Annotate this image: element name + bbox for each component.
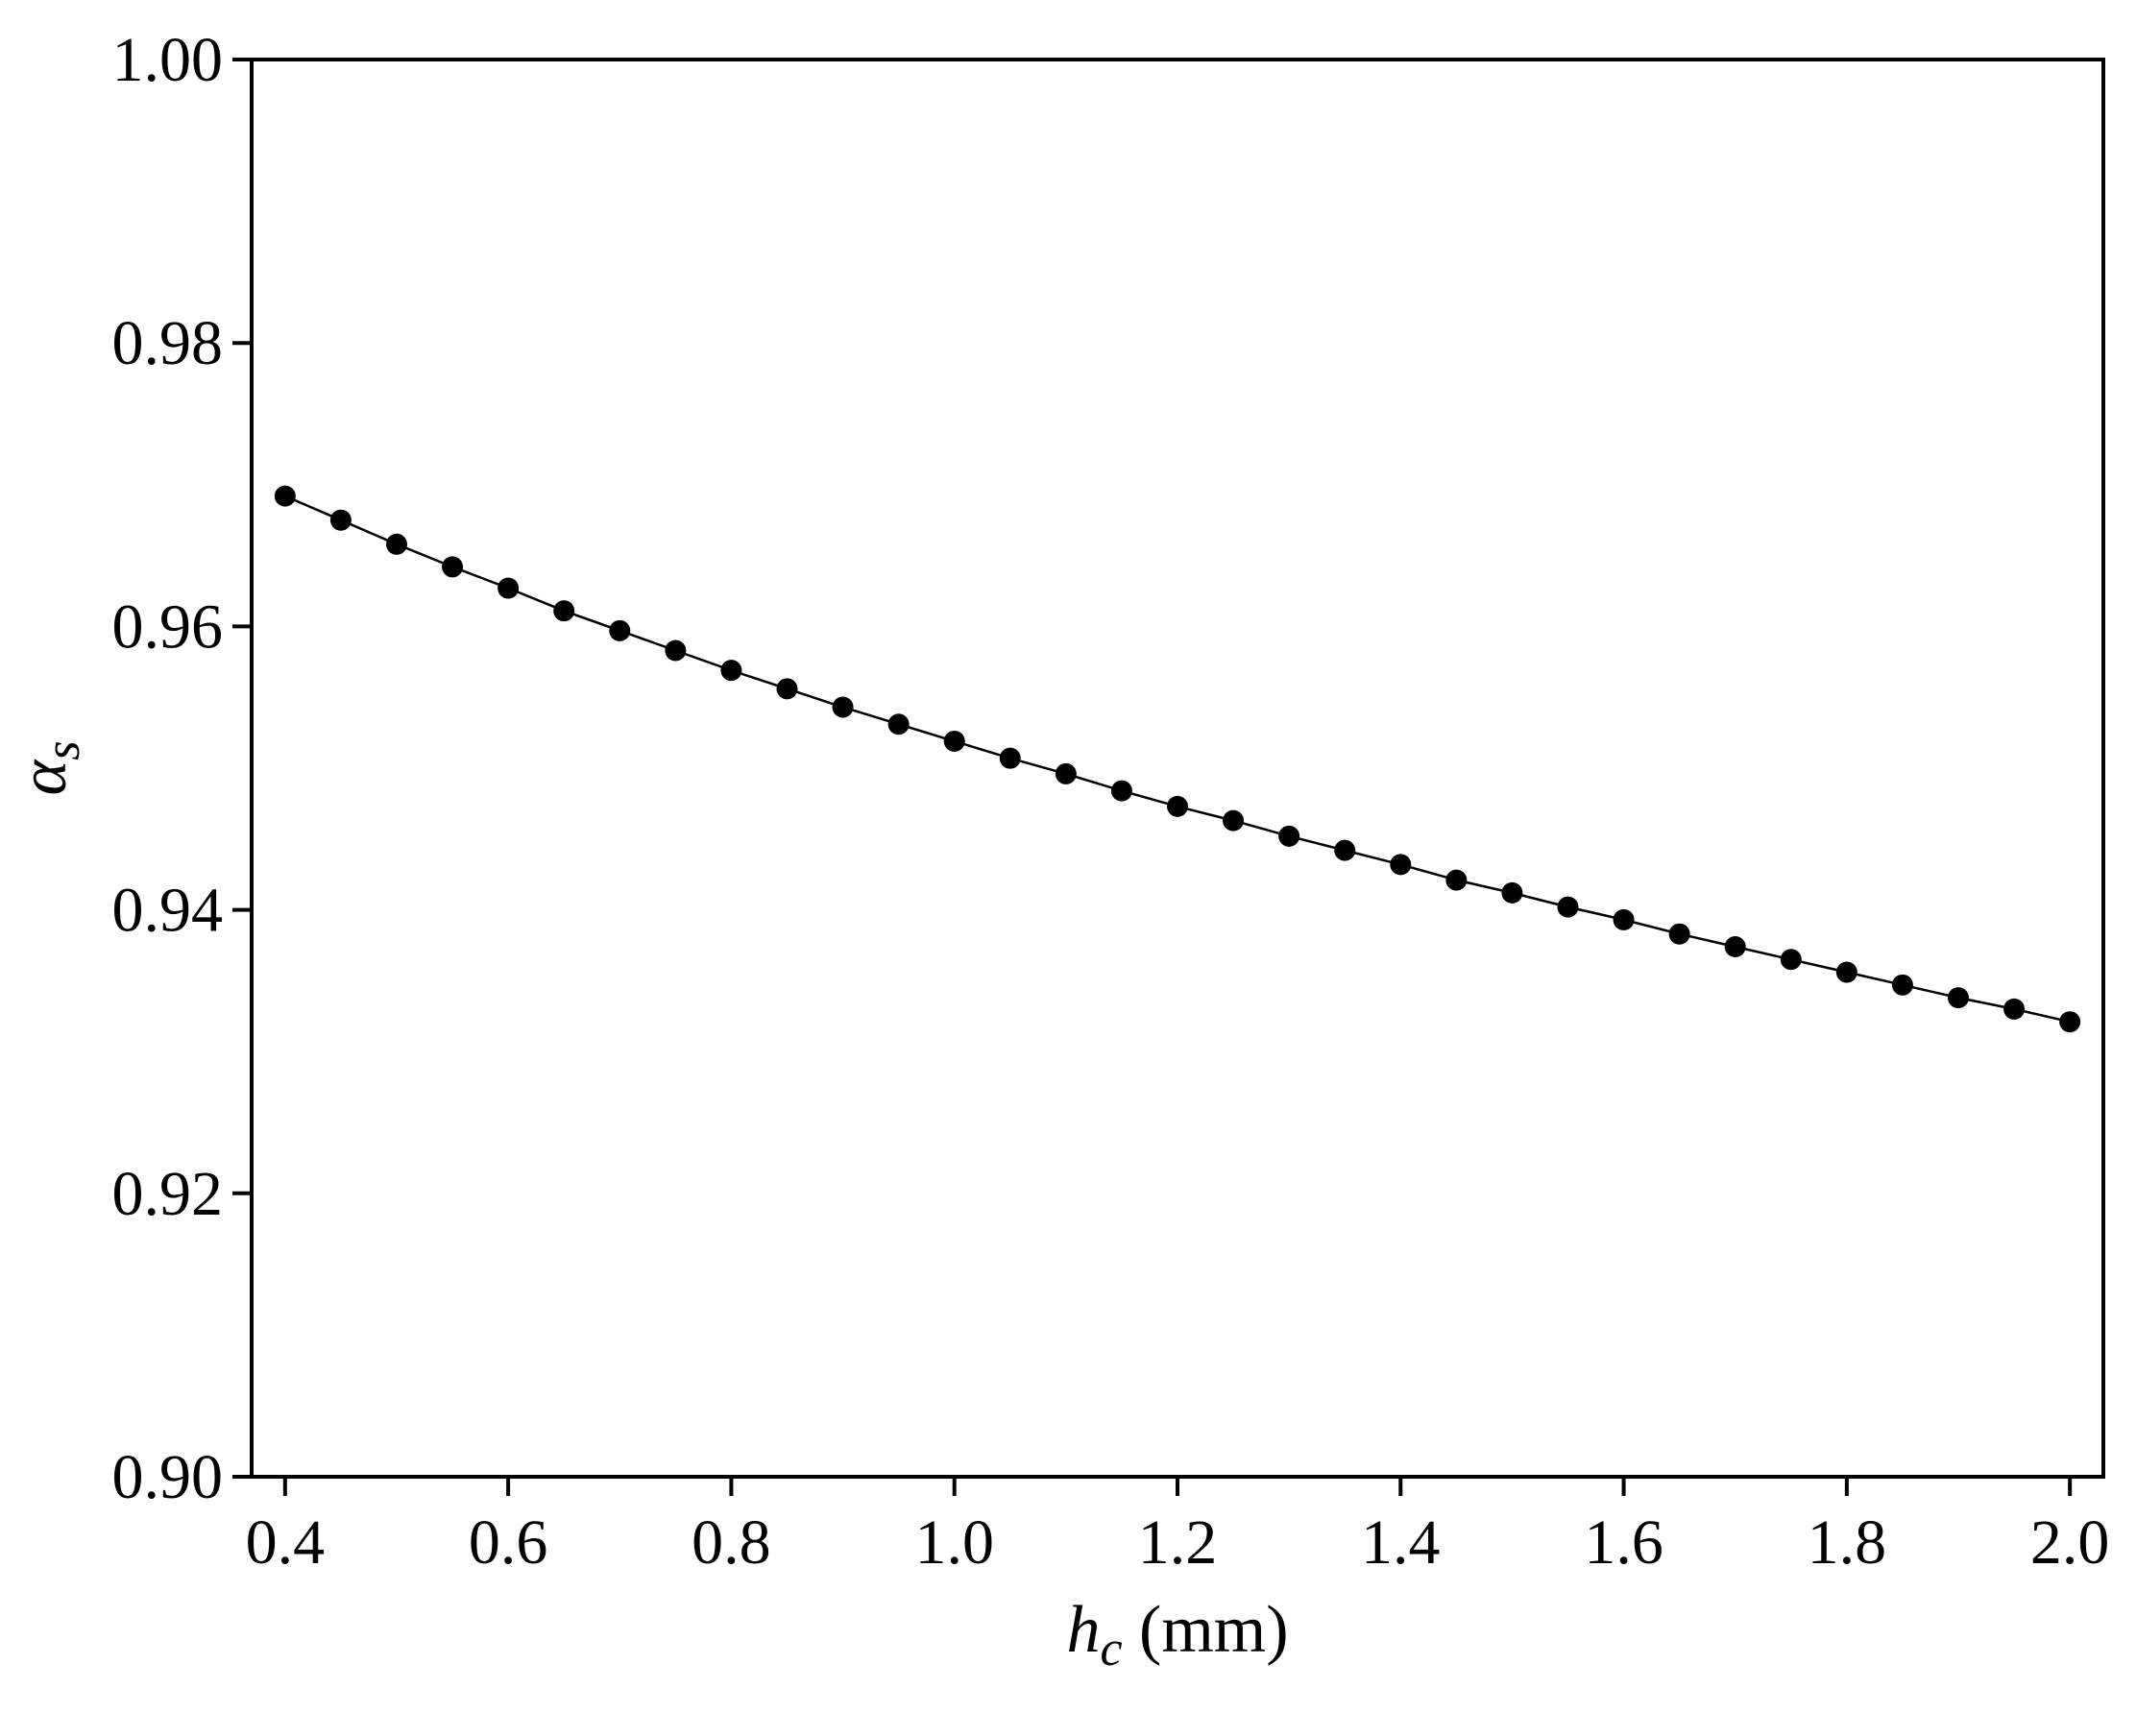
x-tick-label: 1.0 <box>914 1507 994 1578</box>
data-point <box>1835 961 1857 983</box>
y-axis-symbol: α <box>7 760 81 796</box>
data-point <box>1557 896 1579 918</box>
x-tick-label: 1.4 <box>1361 1507 1441 1578</box>
y-tick-label: 1.00 <box>112 25 224 95</box>
y-tick-label: 0.92 <box>112 1159 224 1229</box>
data-point <box>999 747 1021 769</box>
data-point <box>1110 780 1132 802</box>
plot-frame <box>250 58 2105 1479</box>
x-tick-label: 2.0 <box>2030 1507 2110 1578</box>
y-tick-label: 0.94 <box>112 876 224 946</box>
y-axis-subscript: s <box>36 741 90 760</box>
data-point <box>1501 881 1523 904</box>
x-tick-label: 1.6 <box>1584 1507 1663 1578</box>
data-point <box>720 660 742 682</box>
data-point <box>2059 1011 2081 1033</box>
data-point <box>553 600 575 622</box>
x-axis-symbol: h <box>1066 1593 1100 1667</box>
data-point <box>887 713 910 735</box>
x-tick-label: 0.6 <box>469 1507 548 1578</box>
data-point <box>1390 854 1412 876</box>
data-point <box>1780 949 1802 971</box>
data-point <box>1613 908 1635 930</box>
x-axis-subscript: c <box>1100 1622 1122 1676</box>
x-tick-label: 1.2 <box>1138 1507 1218 1578</box>
y-axis-title: αs <box>7 741 90 796</box>
data-point <box>385 533 407 555</box>
data-point <box>832 696 854 718</box>
x-axis-unit: (mm) <box>1123 1593 1289 1667</box>
x-axis-title: hc (mm) <box>1066 1593 1288 1676</box>
y-tick-label: 0.96 <box>112 591 224 662</box>
data-point <box>442 556 464 578</box>
data-point <box>1278 825 1300 847</box>
x-tick-label: 0.8 <box>692 1507 771 1578</box>
y-tick-label: 0.90 <box>112 1442 224 1512</box>
data-point <box>498 577 520 599</box>
data-point <box>665 639 687 662</box>
data-point <box>329 509 352 531</box>
data-point <box>943 730 965 752</box>
data-point <box>1167 795 1188 817</box>
data-point <box>274 485 296 507</box>
data-point <box>1668 923 1690 945</box>
data-point <box>1445 869 1468 891</box>
axes: 0.4 0.6 0.8 1.0 1.2 1.4 1.6 1.8 2.0 0.90 0.92 0.94 0… <box>112 25 2110 1578</box>
x-tick-label: 1.8 <box>1808 1507 1887 1578</box>
y-tick-label: 0.98 <box>112 308 224 378</box>
data-point <box>1891 974 1913 996</box>
data-point <box>2003 998 2026 1020</box>
series-line <box>284 494 2071 1024</box>
data-point <box>776 678 798 700</box>
plot-area <box>274 485 2081 1033</box>
data-point <box>1334 839 1356 861</box>
data-point <box>1724 935 1746 957</box>
data-point <box>1948 987 1970 1009</box>
data-point <box>609 619 631 641</box>
data-point <box>1223 809 1245 832</box>
data-point <box>1055 762 1077 784</box>
x-tick-label: 0.4 <box>246 1507 326 1578</box>
